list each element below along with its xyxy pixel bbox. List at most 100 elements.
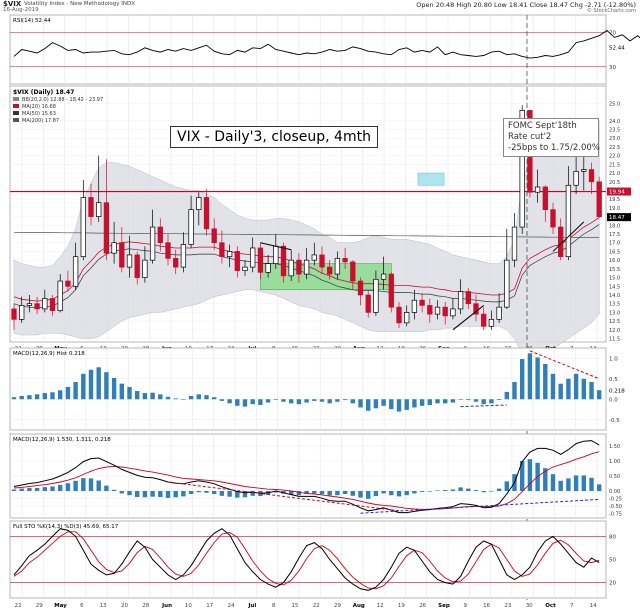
macd-hist-bar	[366, 399, 371, 411]
macd-hist-bar	[350, 491, 355, 496]
macd-hist-bar	[335, 399, 340, 402]
x-tick-label: 6	[80, 603, 84, 609]
x-tick-label: May	[54, 603, 67, 609]
macd-hist-bar	[389, 491, 394, 496]
macd-hist-bar	[389, 399, 394, 410]
candle-body	[211, 228, 217, 244]
macd-y-tick: -0.25	[609, 497, 622, 503]
price-y-tick: 13.5	[609, 302, 620, 308]
candle-body	[534, 186, 541, 193]
macd-hist-bar	[296, 491, 302, 496]
macd-hist-bar	[196, 394, 201, 400]
macd-hist-bar	[250, 491, 255, 496]
macd-hist-bar	[319, 399, 325, 402]
macd-hist-bar	[443, 399, 448, 404]
macd-hist-bar	[527, 459, 533, 491]
candle-body	[427, 305, 433, 315]
consolidation-box	[260, 263, 392, 291]
fomc-line-1: FOMC Sept'18th	[508, 121, 577, 131]
candle-body	[157, 226, 163, 244]
macd-hist-bar	[319, 491, 325, 495]
price-y-tick: 22.5	[609, 145, 620, 151]
price-y-tick: 24.0	[609, 119, 620, 125]
macd-line	[13, 440, 600, 514]
legend-swatch	[13, 118, 19, 122]
macd-hist-bar	[65, 386, 71, 400]
macd-hist-bar	[427, 399, 432, 405]
candle-body	[450, 308, 456, 317]
macd-hist-bar	[73, 480, 78, 491]
candle-body	[481, 313, 487, 327]
macd-hist-bar	[381, 399, 386, 406]
macd-hist-bar	[366, 491, 371, 499]
macd-hist-bar	[473, 399, 479, 402]
candle-body	[504, 259, 510, 308]
price-y-tick: 23.0	[609, 136, 620, 142]
macd-hist-bar	[42, 487, 47, 491]
fomc-line-2: Rate cut'2	[508, 132, 552, 142]
macd-hist-bar	[150, 392, 155, 400]
macd-hist-bar	[50, 486, 55, 491]
x-tick-label: 22	[15, 603, 22, 609]
macd-hist-bar	[481, 491, 486, 493]
macd-title: MACD(12,26,9) 1.530, 1.311, 0.218	[13, 437, 111, 443]
price-y-tick: 19.0	[609, 206, 620, 212]
x-tick-label: Aug	[353, 603, 365, 609]
macd-hist-bar	[34, 394, 40, 400]
candle-body	[165, 242, 171, 259]
divergence-line	[529, 350, 600, 380]
macd-hist-bar	[250, 399, 255, 405]
symbol-label: $VIX	[3, 0, 22, 8]
legend-swatch	[13, 111, 19, 115]
price-y-tick: 15.5	[609, 267, 620, 273]
macd-hist-bar	[527, 353, 533, 400]
candle-body	[49, 298, 56, 312]
macd-hist-bar	[19, 488, 24, 491]
macd-hist-bar	[481, 399, 486, 405]
candle-body	[573, 170, 579, 186]
candle-body	[250, 247, 256, 268]
candle-body	[180, 244, 187, 268]
x-tick-label: 10	[185, 603, 192, 609]
macd-hist-bar	[504, 481, 509, 491]
macd-y-tick: -0.75	[609, 512, 622, 518]
macd-hist-bar	[196, 491, 201, 493]
candle-body	[319, 254, 325, 268]
last-price-label: 18.47	[609, 215, 625, 221]
macd-hist-bar	[81, 373, 86, 400]
x-tick-label: Sep	[438, 603, 450, 609]
macd-hist-bar	[589, 382, 594, 400]
macd-hist-bar	[181, 399, 186, 400]
candle-body	[96, 202, 102, 217]
macd-hist-bar	[127, 491, 132, 496]
candle-body	[242, 266, 248, 271]
macd-hist-bar	[342, 399, 348, 401]
sto-y-tick: 80	[609, 534, 616, 540]
macd-hist-bar	[342, 491, 348, 494]
candle-body	[434, 306, 441, 315]
macd-hist-bar	[242, 491, 248, 498]
price-y-tick: 17.0	[609, 241, 620, 247]
macd-hist-bar	[58, 485, 63, 491]
legend-swatch	[13, 97, 19, 101]
macd-y-tick: 0.50	[609, 474, 620, 480]
macd-hist-bar	[327, 491, 332, 496]
macd-hist-bar	[496, 399, 502, 401]
macd-hist-bar	[289, 491, 294, 495]
macd-hist-bar	[227, 399, 232, 404]
price-y-tick: 11.5	[609, 337, 620, 343]
price-y-tick: 12.5	[609, 319, 620, 325]
macd-hist-bar	[566, 378, 571, 400]
macd-y-tick: 1.00	[609, 459, 620, 465]
price-y-tick: 20.5	[609, 180, 620, 186]
macd-hist-bar	[358, 399, 363, 408]
x-tick-label: 23	[504, 603, 511, 609]
macd-hist-bar	[142, 491, 148, 498]
macd-hist-bar	[212, 397, 217, 400]
macd-hist-bar	[427, 491, 432, 492]
price-title: $VIX (Daily) 18.47	[13, 89, 74, 96]
candle-body	[296, 259, 302, 275]
candle-body	[173, 258, 179, 268]
macd-hist-bar	[419, 491, 425, 492]
macd-hist-bar	[335, 491, 340, 496]
